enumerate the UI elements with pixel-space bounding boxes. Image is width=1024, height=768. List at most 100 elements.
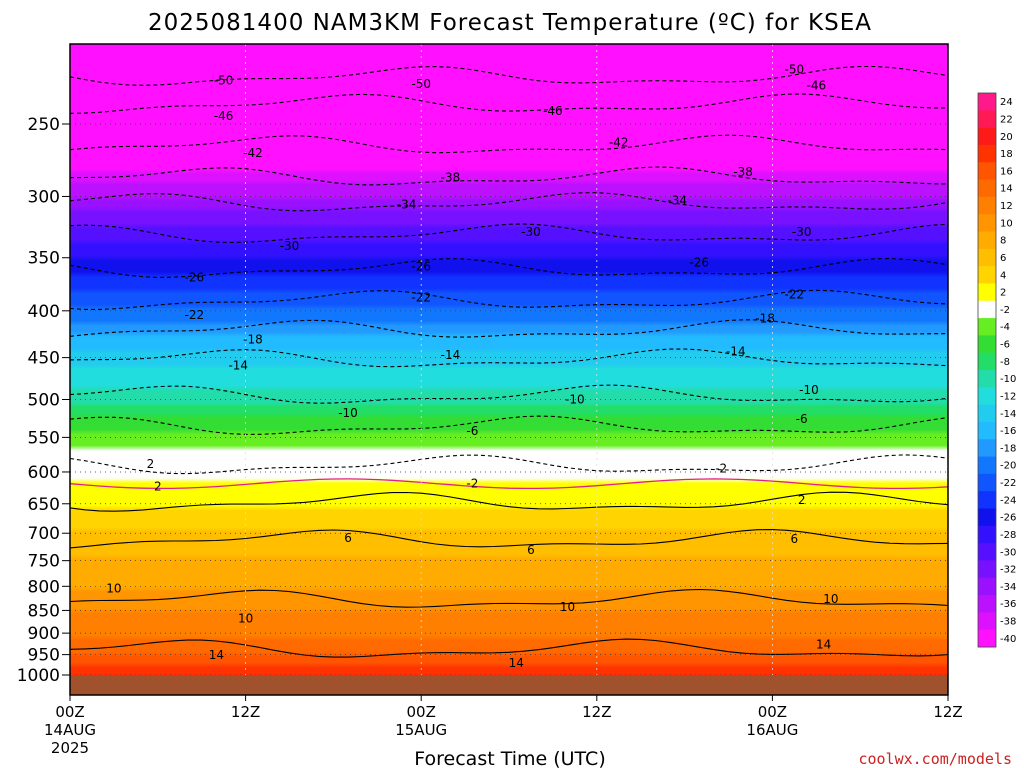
y-tick-label: 750 xyxy=(28,552,60,572)
x-tick-label: 12Z xyxy=(231,703,260,721)
contour-label: -22 xyxy=(185,308,205,322)
contour-label: -46 xyxy=(806,79,826,93)
y-tick-label: 950 xyxy=(28,646,60,666)
colorbar-label: -32 xyxy=(1000,565,1016,576)
y-tick-label: 300 xyxy=(28,187,60,207)
colorbar-label: 22 xyxy=(1000,114,1013,125)
colorbar-label: 24 xyxy=(1000,97,1013,108)
colorbar-label: 12 xyxy=(1000,201,1013,212)
y-tick-label: 350 xyxy=(28,249,60,269)
y-tick-label: 700 xyxy=(28,524,60,544)
colorbar-swatch xyxy=(978,110,996,129)
isotherm-line xyxy=(70,192,948,212)
isotherm-line xyxy=(70,289,948,310)
y-tick-label: 800 xyxy=(28,577,60,597)
x-tick-label: 00Z xyxy=(55,703,84,721)
colorbar-label: -24 xyxy=(1000,495,1016,506)
isotherm-line xyxy=(70,93,948,114)
x-axis-label: Forecast Time (UTC) xyxy=(414,748,605,768)
colorbar-swatch xyxy=(978,93,996,111)
contour-label: -2 xyxy=(466,477,478,491)
colorbar-swatch xyxy=(978,196,996,215)
isotherm-line xyxy=(70,638,948,658)
colorbar-swatch xyxy=(978,404,996,423)
freezing-level-line xyxy=(70,478,948,490)
contour-label: 10 xyxy=(106,581,121,595)
colorbar-swatch xyxy=(978,162,996,181)
colorbar-label: -12 xyxy=(1000,391,1016,402)
contour-label: 2 xyxy=(798,493,806,507)
colorbar-swatch xyxy=(978,525,996,544)
isotherm-line xyxy=(70,491,948,512)
colorbar-label: -8 xyxy=(1000,357,1010,368)
y-tick-label: 400 xyxy=(28,302,60,322)
contour-label: -18 xyxy=(755,312,775,326)
chart-title: 2025081400 NAM3KM Forecast Temperature (… xyxy=(148,10,872,36)
colorbar-swatch xyxy=(978,214,996,232)
ground-surface xyxy=(70,675,948,695)
contour-label: -26 xyxy=(185,271,205,285)
contour-label: -18 xyxy=(243,333,263,347)
colorbar-swatch xyxy=(978,612,996,631)
colorbar-label: 6 xyxy=(1000,253,1006,264)
colorbar-swatch xyxy=(978,473,996,492)
contour-label: -22 xyxy=(411,291,431,305)
colorbar-swatch xyxy=(978,508,996,527)
x-tick-date: 15AUG xyxy=(395,721,447,739)
isotherm-line xyxy=(70,384,948,404)
contour-label: 2 xyxy=(154,479,162,493)
contour-label: -50 xyxy=(214,73,234,87)
isotherm-line xyxy=(70,223,948,244)
credit-text: coolwx.com/models xyxy=(858,750,1012,768)
contour-label: -10 xyxy=(565,393,585,407)
colorbar-swatch xyxy=(978,248,996,267)
x-tick-label: 00Z xyxy=(407,703,436,721)
contour-label: 10 xyxy=(823,592,838,606)
y-tick-label: 650 xyxy=(28,495,60,515)
contour-label: 10 xyxy=(238,611,253,625)
contour-label: -10 xyxy=(338,406,358,420)
colorbar-swatch xyxy=(978,300,996,319)
x-tick-date: 14AUG xyxy=(44,721,96,739)
colorbar-label: -38 xyxy=(1000,617,1016,628)
isotherm-line xyxy=(70,166,948,186)
colorbar-label: -40 xyxy=(1000,634,1016,645)
contour-label: -30 xyxy=(521,225,541,239)
heatmap-field xyxy=(70,44,948,695)
plot-frame xyxy=(69,43,949,696)
contour-label: 6 xyxy=(344,531,352,545)
x-tick-date: 16AUG xyxy=(746,721,798,739)
y-tick-label: 600 xyxy=(28,463,60,483)
x-tick-label: 00Z xyxy=(758,703,787,721)
colorbar-swatch xyxy=(978,421,996,440)
contour-label: 6 xyxy=(527,543,535,557)
contour-label: -30 xyxy=(280,239,300,253)
contour-label: -50 xyxy=(785,63,805,77)
y-tick-label: 450 xyxy=(28,349,60,369)
colorbar-swatch xyxy=(978,560,996,579)
colorbar-label: -6 xyxy=(1000,340,1010,351)
y-tick-label: 250 xyxy=(28,115,60,135)
colorbar-label: 2 xyxy=(1000,288,1006,299)
contour-label: -30 xyxy=(792,225,812,239)
plot-area: -50 -50-50-46 -46-46-42-42-38 -38-34 -34-30-… xyxy=(69,43,949,696)
contour-label: -6 xyxy=(466,424,478,438)
x-tick-label: 12Z xyxy=(582,703,611,721)
colorbar-swatch xyxy=(978,335,996,354)
colorbar-label: 10 xyxy=(1000,218,1013,229)
colorbar-label: -36 xyxy=(1000,599,1016,610)
contour-label: -46 xyxy=(214,109,234,123)
grid-lines xyxy=(70,44,948,695)
contour-label: -26 xyxy=(411,260,431,274)
colorbar-label: -18 xyxy=(1000,443,1016,454)
contour-label: 14 xyxy=(509,656,524,670)
colorbar-swatch xyxy=(978,439,996,458)
x-tick-label: 12Z xyxy=(933,703,962,721)
colorbar-label: -28 xyxy=(1000,530,1016,541)
colorbar-swatch xyxy=(978,370,996,388)
colorbar-label: -16 xyxy=(1000,426,1016,437)
colorbar-swatch xyxy=(978,179,996,198)
colorbar-label: -30 xyxy=(1000,547,1016,558)
colorbar-label: -20 xyxy=(1000,461,1016,472)
